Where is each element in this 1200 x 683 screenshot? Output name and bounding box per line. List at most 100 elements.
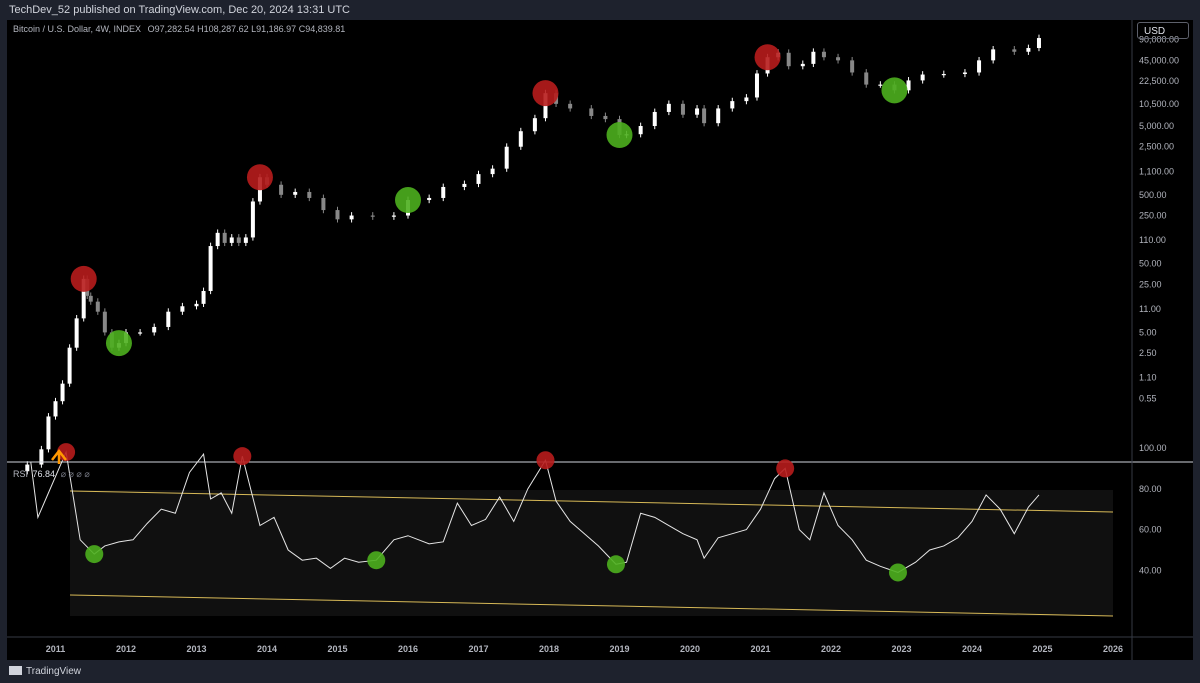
price-tick-label: 11.00: [1139, 304, 1161, 314]
rsi-axis-labels: 40.00 60.00 80.00 100.00: [1139, 443, 1167, 575]
candle-body: [95, 301, 100, 312]
time-tick-label: 2018: [539, 644, 559, 654]
candle-body: [138, 332, 143, 334]
rsi-tick-label: 80.00: [1139, 484, 1162, 494]
publish-bar: TechDev_52 published on TradingView.com,…: [0, 0, 1200, 20]
candle-body: [568, 103, 573, 109]
symbol-name: Bitcoin / U.S. Dollar, 4W, INDEX: [13, 24, 142, 34]
price-tick-label: 0.55: [1139, 393, 1157, 403]
rsi-value: 76.84: [32, 469, 56, 479]
candle-body: [25, 464, 30, 472]
candle-body: [370, 215, 375, 217]
candle-body: [906, 80, 911, 91]
candle-body: [518, 131, 523, 147]
price-tick-label: 1.10: [1139, 373, 1157, 383]
time-tick-label: 2019: [609, 644, 629, 654]
candle-body: [39, 449, 44, 465]
candle-body: [652, 111, 657, 127]
rsi-top-marker: [776, 459, 795, 478]
rsi-bottom-marker: [606, 555, 625, 574]
candle-body: [321, 197, 326, 211]
time-tick-label: 2014: [257, 644, 277, 654]
time-tick-label: 2021: [750, 644, 770, 654]
time-tick-label: 2020: [680, 644, 700, 654]
candle-body: [666, 103, 671, 112]
time-tick-label: 2025: [1032, 644, 1052, 654]
price-axis-labels: 0.55 1.10 2.50 5.00 11.00 25.00 50.00 110.00 250…: [1139, 35, 1179, 404]
rsi-line: [30, 450, 1040, 573]
rsi-band-background: [70, 490, 1113, 616]
rsi-tick-label: 40.00: [1139, 565, 1162, 575]
time-axis-labels: 2011 2012 2013 2014 2015 2016 2017 2018 2019 2020…: [46, 644, 1123, 654]
price-tick-label: 5,000.00: [1139, 121, 1174, 131]
candle-body: [152, 326, 157, 333]
candle-body: [476, 174, 481, 184]
candle-body: [462, 183, 467, 187]
candle-body: [962, 72, 967, 75]
candle-body: [977, 60, 982, 73]
price-tick-label: 90,000.00: [1139, 35, 1179, 45]
candle-body: [427, 197, 432, 201]
candle-body: [250, 201, 255, 238]
time-tick-label: 2012: [116, 644, 136, 654]
rsi-label: RSI: [13, 469, 29, 479]
candle-body: [920, 74, 925, 81]
rsi-bottom-marker: [367, 551, 386, 570]
candle-body: [222, 232, 227, 243]
rsi-cycle-markers: [57, 443, 907, 582]
candle-body: [236, 237, 241, 243]
candle-body: [744, 97, 749, 102]
candle-body: [441, 186, 446, 198]
up-arrow-icon: [51, 448, 67, 464]
cycle-bottom-marker: [395, 187, 421, 214]
tradingview-logo[interactable]: TradingView: [9, 666, 81, 677]
time-tick-label: 2024: [962, 644, 982, 654]
candle-body: [836, 57, 841, 61]
rsi-top-marker: [536, 451, 555, 470]
candle-body: [46, 416, 51, 450]
candle-body: [603, 115, 608, 120]
candle-body: [391, 215, 396, 217]
cycle-top-marker: [754, 44, 781, 71]
rsi-lower-channel: [69, 594, 1114, 617]
rsi-settings-flags[interactable]: ⌀ ⌀ ⌀ ⌀: [60, 469, 90, 479]
price-tick-label: 110.00: [1139, 235, 1166, 245]
rsi-top-marker: [57, 443, 76, 462]
price-tick-label: 10,500.00: [1139, 99, 1179, 109]
candle-body: [504, 146, 509, 169]
candle-body: [229, 237, 234, 243]
price-tick-label: 25.00: [1139, 279, 1162, 289]
symbol-legend: Bitcoin / U.S. Dollar, 4W, INDEX O97,282…: [13, 24, 345, 34]
candle-body: [1036, 38, 1041, 49]
brand-name: TradingView: [26, 666, 82, 677]
price-tick-label: 250.00: [1139, 211, 1167, 221]
candle-body: [88, 295, 93, 302]
candle-body: [991, 49, 996, 61]
time-tick-label: 2013: [186, 644, 206, 654]
price-tick-label: 1,100.00: [1139, 166, 1174, 176]
time-tick-label: 2026: [1103, 644, 1123, 654]
candle-body: [730, 101, 735, 109]
cycle-top-marker: [246, 164, 273, 191]
price-tick-label: 22,500.00: [1139, 76, 1179, 86]
cycle-bottom-marker: [105, 330, 132, 357]
candle-body: [786, 52, 791, 67]
currency-button[interactable]: USD: [1137, 22, 1189, 39]
rsi-legend: RSI 76.84 ⌀ ⌀ ⌀ ⌀: [13, 469, 90, 480]
rsi-tick-label: 100.00: [1139, 443, 1167, 453]
candle-body: [1026, 48, 1031, 52]
candle-body: [349, 215, 354, 220]
rsi-tick-label: 60.00: [1139, 525, 1162, 535]
candle-body: [811, 51, 816, 64]
candle-body: [215, 232, 220, 247]
price-tick-label: 50.00: [1139, 259, 1162, 269]
candle-body: [702, 108, 707, 124]
candle-body: [754, 73, 759, 98]
time-tick-label: 2011: [46, 644, 66, 654]
time-tick-label: 2015: [327, 644, 347, 654]
price-tick-label: 45,000.00: [1139, 55, 1179, 65]
time-tick-label: 2016: [398, 644, 418, 654]
candle-body: [201, 290, 206, 304]
price-tick-label: 2.50: [1139, 348, 1157, 358]
